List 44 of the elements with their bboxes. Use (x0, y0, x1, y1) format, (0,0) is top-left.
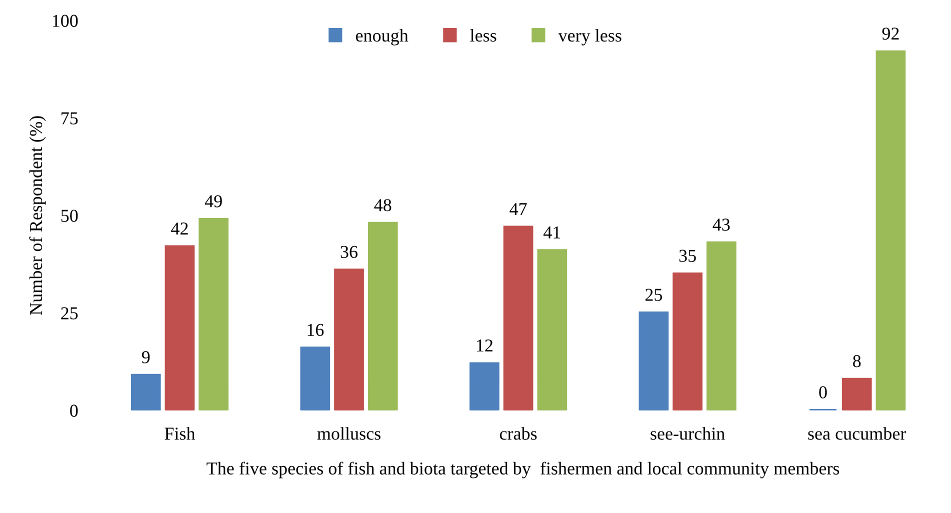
x-tick-label: molluscs (317, 427, 380, 440)
x-tick-label: see-urchin (650, 427, 725, 440)
bar (706, 241, 736, 410)
legend-label: less (470, 28, 496, 42)
bar (130, 374, 161, 410)
data-label: 48 (374, 199, 392, 212)
data-label: 35 (679, 250, 696, 262)
bar (334, 268, 364, 410)
x-tick-label: crabs (500, 427, 537, 440)
bar (300, 346, 330, 410)
y-tick-label: 75 (62, 112, 78, 124)
y-tick-label: 100 (52, 14, 78, 27)
legend-label: enough (356, 28, 408, 46)
data-label: 9 (142, 351, 150, 364)
data-label: 92 (882, 28, 899, 40)
data-label: 36 (340, 246, 358, 258)
data-label: 12 (477, 339, 492, 352)
x-tick-label: Fish (164, 427, 196, 440)
bar (164, 245, 195, 410)
bar (876, 50, 906, 410)
data-label: 16 (308, 324, 324, 336)
data-label: 47 (510, 203, 527, 215)
data-label: 8 (853, 355, 861, 368)
data-label: 43 (712, 218, 730, 231)
bar (842, 378, 872, 410)
x-axis-title: The five species of fish and biota targeted by fishermen and local community members (206, 462, 840, 478)
data-label: 42 (171, 222, 188, 234)
y-tick-label: 25 (61, 307, 78, 320)
bar (470, 362, 500, 410)
y-tick-label: 50 (61, 210, 78, 222)
bar (198, 218, 229, 410)
data-label: 41 (543, 226, 560, 238)
bar (503, 226, 534, 410)
y-tick-label: 0 (70, 404, 78, 417)
x-tick-label: sea cucumber (808, 427, 906, 440)
data-label: 49 (204, 195, 222, 208)
y-axis-title: Number of Respondent (%) (29, 116, 46, 315)
bar (368, 222, 398, 410)
data-label: 25 (645, 288, 662, 301)
bar (672, 272, 703, 410)
bar (638, 312, 669, 410)
bar (537, 249, 568, 410)
data-label: 0 (819, 386, 827, 398)
legend-label: very less (558, 28, 622, 46)
